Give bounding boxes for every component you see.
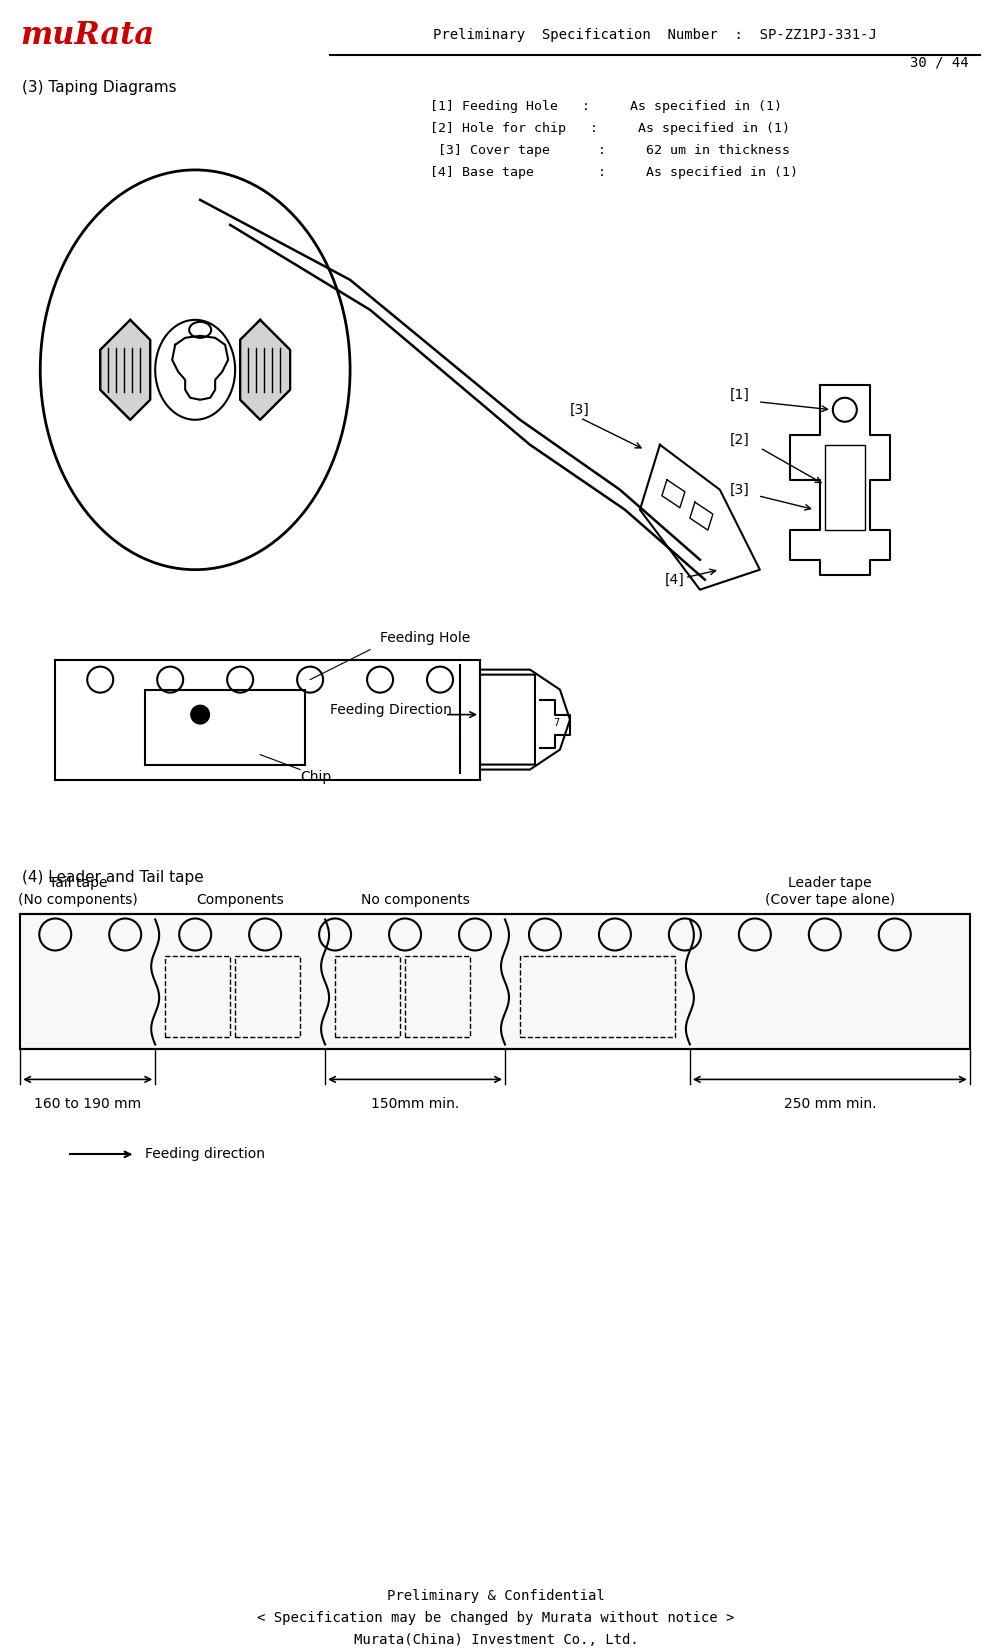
Bar [20, 915, 970, 1050]
Text: (4) Leader and Tail tape: (4) Leader and Tail tape [22, 870, 204, 885]
Text: [4]: [4] [665, 573, 684, 586]
Text: [3]: [3] [570, 403, 589, 416]
Text: 30 / 44: 30 / 44 [911, 56, 969, 69]
Text: Tail tape
(No components): Tail tape (No components) [19, 877, 138, 906]
Text: [2]: [2] [730, 433, 750, 447]
Polygon shape [100, 320, 150, 419]
Bar [56, 660, 480, 779]
Text: Feeding direction: Feeding direction [145, 1147, 265, 1161]
Text: Feeding Hole: Feeding Hole [380, 631, 470, 644]
Bar [145, 690, 306, 764]
Text: [3] Cover tape      :     62 um in thickness: [3] Cover tape : 62 um in thickness [431, 144, 790, 157]
Text: (3) Taping Diagrams: (3) Taping Diagrams [22, 79, 177, 96]
Text: Murata(China) Investment Co., Ltd.: Murata(China) Investment Co., Ltd. [353, 1633, 639, 1648]
Text: No components: No components [361, 893, 469, 906]
Text: [3]: [3] [730, 482, 750, 497]
Text: [1]: [1] [730, 388, 750, 401]
Text: [1] Feeding Hole   :     As specified in (1): [1] Feeding Hole : As specified in (1) [431, 101, 782, 112]
Text: Chip: Chip [301, 769, 331, 784]
Bar [335, 956, 400, 1037]
Bar [520, 956, 675, 1037]
Text: 150mm min.: 150mm min. [371, 1098, 459, 1111]
Text: < Specification may be changed by Murata without notice >: < Specification may be changed by Murata… [257, 1611, 735, 1625]
Text: 7: 7 [553, 718, 559, 728]
Text: [4] Base tape        :     As specified in (1): [4] Base tape : As specified in (1) [431, 165, 798, 178]
Text: muRata: muRata [20, 20, 155, 51]
Text: Feeding Direction: Feeding Direction [330, 703, 452, 717]
Text: 160 to 190 mm: 160 to 190 mm [34, 1098, 141, 1111]
Text: Components: Components [196, 893, 284, 906]
Text: 250 mm min.: 250 mm min. [784, 1098, 876, 1111]
Text: [2] Hole for chip   :     As specified in (1): [2] Hole for chip : As specified in (1) [431, 122, 790, 135]
Bar [405, 956, 470, 1037]
Polygon shape [240, 320, 290, 419]
Text: Preliminary  Specification  Number  :  SP-ZZ1PJ-331-J: Preliminary Specification Number : SP-ZZ… [433, 28, 877, 41]
Bar [166, 956, 230, 1037]
Circle shape [190, 705, 210, 725]
Bar [235, 956, 301, 1037]
Text: Preliminary & Confidential: Preliminary & Confidential [387, 1590, 605, 1603]
Bar [824, 444, 865, 530]
Text: Leader tape
(Cover tape alone): Leader tape (Cover tape alone) [765, 877, 895, 906]
